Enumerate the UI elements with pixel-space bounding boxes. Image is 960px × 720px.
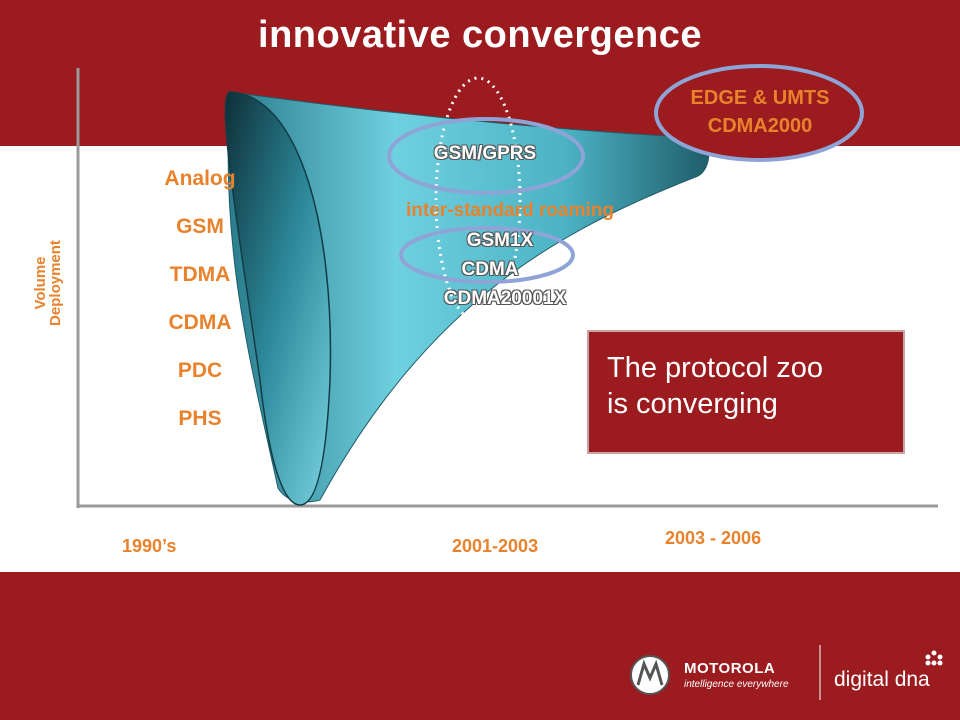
gsm1x-cdma-ellipse [399,226,575,284]
future-standards: EDGE & UMTS CDMA2000 [660,84,860,140]
callout-text: The protocol zoo is converging [607,350,823,422]
funnel-mouth [224,91,332,506]
standard-pdc: PDC [177,359,223,382]
future-standards-ellipse [654,64,864,162]
callout-box: The protocol zoo is converging [587,330,905,454]
funnel-body [227,91,710,503]
callout-line-1: The protocol zoo [607,352,824,384]
future-standard-edge-umts: EDGE & UMTS [690,87,830,109]
digital-dna-asterisk [925,650,943,666]
standard-phs: PHS [178,407,222,430]
x-tick-2003-2006: 2003 - 2006 [665,528,762,548]
label-cdma: CDMA [461,259,519,280]
y-axis-label-line-2: Deployment [47,240,64,326]
label-gsm-gprs: GSM/GPRS [433,143,537,164]
motorola-wordmark: MOTOROLA [684,660,776,677]
label-inter-standard-roaming: inter-standard roaming [406,200,614,221]
motorola-logo-mark [630,655,670,695]
digital-dna-logo: digital dna [834,668,930,691]
page-title: innovative convergence [258,14,702,56]
x-tick-1990s: 1990’s [122,536,177,556]
roaming-dotted-ellipse [434,76,522,324]
legacy-standards-list: Analog GSM TDMA CDMA PDC PHS [140,162,260,450]
y-axis-label-line-1: Volume [32,256,49,310]
y-axis-label: Volume Deployment [32,223,64,343]
standard-tdma: TDMA [169,263,231,286]
gsm-gprs-ellipse [387,117,585,195]
standard-analog: Analog [164,167,236,190]
callout-line-2: is converging [607,388,778,420]
standard-gsm: GSM [176,215,224,238]
x-tick-2001-2003: 2001-2003 [452,536,539,556]
label-gsm1x: GSM1X [466,230,534,251]
standard-cdma: CDMA [168,311,232,334]
motorola-tagline: intelligence everywhere [684,679,789,690]
future-standard-cdma2000: CDMA2000 [707,115,813,137]
label-cdma20001x: CDMA20001X [443,288,567,309]
bottom-banner [0,572,960,720]
